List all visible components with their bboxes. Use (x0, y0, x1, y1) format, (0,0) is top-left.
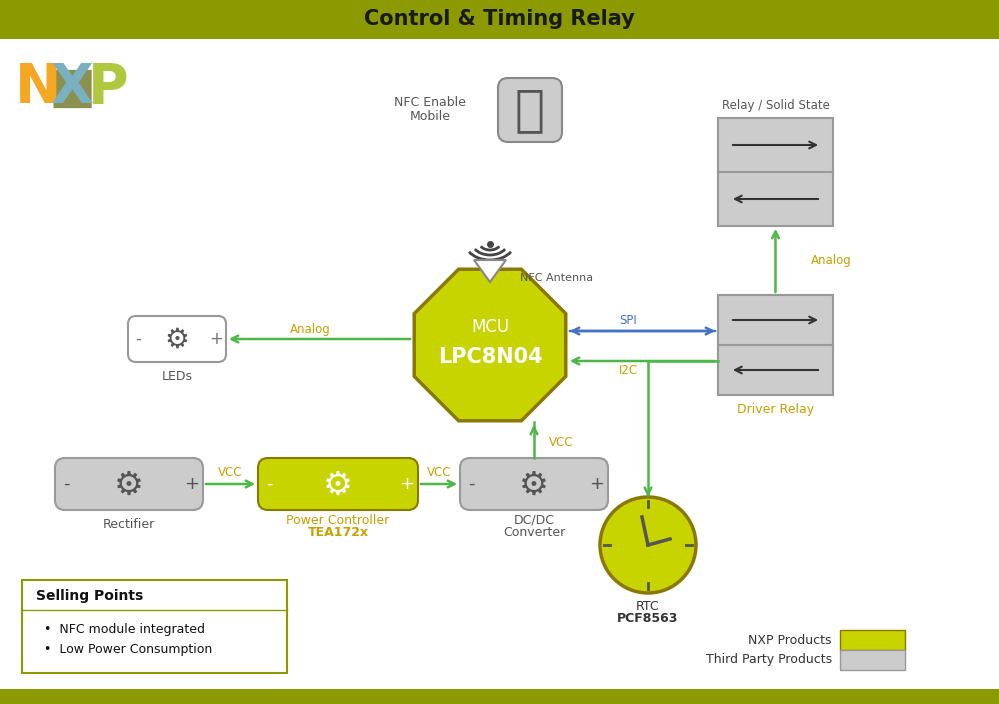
Text: DC/DC: DC/DC (513, 513, 554, 527)
Text: LEDs: LEDs (162, 370, 193, 382)
Text: ■: ■ (48, 64, 96, 112)
Bar (0, 690, 999, 704)
Polygon shape (415, 269, 565, 421)
Text: -: - (266, 475, 273, 493)
Text: N: N (15, 61, 61, 115)
Text: Selling Points: Selling Points (36, 589, 143, 603)
Text: +: + (185, 475, 200, 493)
Text: MCU: MCU (471, 318, 509, 336)
Text: Mobile: Mobile (410, 111, 451, 123)
Text: Rectifier: Rectifier (103, 517, 155, 531)
Circle shape (600, 497, 696, 593)
Bar (22, 580, 287, 673)
Text: RTC: RTC (636, 601, 659, 613)
Bar (840, 650, 905, 670)
Bar (718, 295, 833, 395)
Text: +: + (400, 475, 415, 493)
Text: •  NFC module integrated: • NFC module integrated (44, 624, 205, 636)
Text: +: + (209, 330, 223, 348)
Bar (840, 630, 905, 650)
Text: I2C: I2C (618, 365, 637, 377)
Text: Control & Timing Relay: Control & Timing Relay (364, 9, 634, 29)
Text: Power Controller: Power Controller (287, 513, 390, 527)
Text: TEA172x: TEA172x (308, 525, 369, 539)
Text: VCC: VCC (427, 465, 452, 479)
FancyBboxPatch shape (460, 458, 608, 510)
Text: ⚙: ⚙ (114, 468, 144, 501)
Text: +: + (589, 475, 604, 493)
Text: NFC Antenna: NFC Antenna (520, 273, 593, 283)
Text: -: - (135, 330, 141, 348)
Text: •  Low Power Consumption: • Low Power Consumption (44, 643, 212, 657)
Text: ⚙: ⚙ (519, 468, 548, 501)
FancyBboxPatch shape (498, 78, 562, 142)
Text: -: - (63, 475, 69, 493)
Text: NXP Products: NXP Products (748, 634, 832, 646)
Text: PCF8563: PCF8563 (617, 612, 678, 625)
Text: Third Party Products: Third Party Products (706, 653, 832, 667)
Text: ⚙: ⚙ (323, 468, 353, 501)
Text: Relay / Solid State: Relay / Solid State (721, 99, 829, 113)
Text: Analog: Analog (290, 322, 331, 336)
Text: SPI: SPI (619, 315, 637, 327)
Text: Analog: Analog (810, 254, 851, 267)
Text: NFC Enable: NFC Enable (394, 96, 466, 110)
Text: P: P (88, 61, 128, 115)
Bar (0, 0, 999, 38)
Polygon shape (474, 260, 506, 282)
Text: Converter: Converter (502, 525, 565, 539)
Text: -: - (468, 475, 475, 493)
Text: X: X (51, 61, 93, 115)
Bar (718, 118, 833, 226)
FancyBboxPatch shape (258, 458, 418, 510)
Text: Ⓝ: Ⓝ (515, 86, 545, 134)
Text: VCC: VCC (549, 436, 573, 449)
Text: LPC8N04: LPC8N04 (438, 347, 542, 367)
Text: ⚙: ⚙ (165, 326, 190, 354)
FancyBboxPatch shape (128, 316, 226, 362)
Text: Driver Relay: Driver Relay (737, 403, 814, 415)
Text: VCC: VCC (218, 465, 243, 479)
FancyBboxPatch shape (55, 458, 203, 510)
